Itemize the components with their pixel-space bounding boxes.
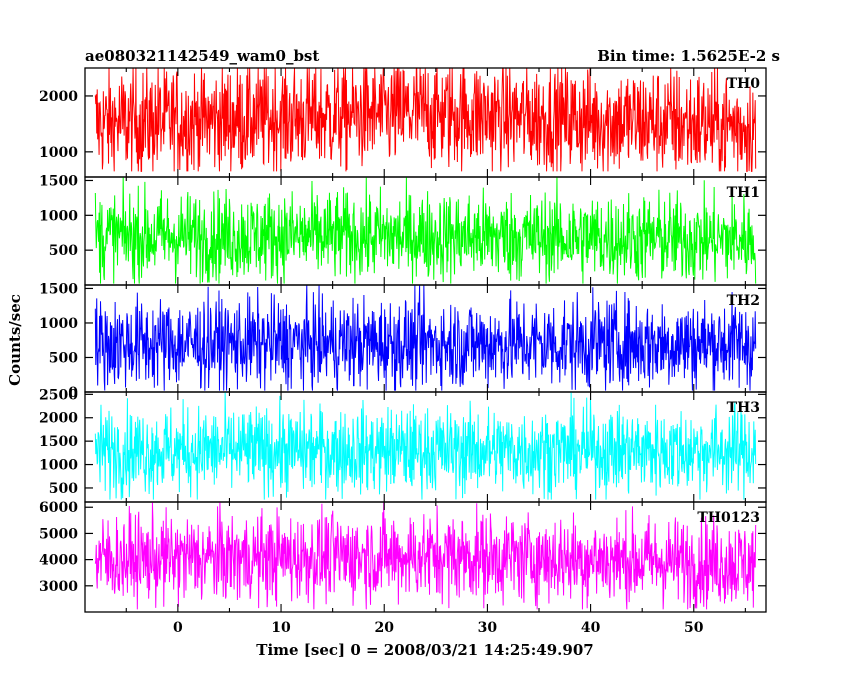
- x-tick-label: 40: [581, 620, 601, 636]
- panel-th0: 1000 2000 TH0: [39, 67, 767, 178]
- y-tick-label: 6000: [39, 500, 78, 516]
- y-tick-label: 2500: [39, 387, 78, 403]
- series-line-th0123: [94, 502, 757, 610]
- series-line-th3: [94, 392, 757, 500]
- chart-subtitle: Bin time: 1.5625E-2 s: [597, 47, 780, 65]
- panel-label: TH3: [727, 400, 760, 416]
- x-tick-label: 30: [478, 620, 498, 636]
- y-tick-label: 2000: [39, 411, 78, 427]
- x-tick-label: 50: [684, 620, 704, 636]
- panel-th3: 500 1000 1500 2000 2500 TH3: [39, 387, 767, 503]
- series-line-th1: [94, 177, 757, 284]
- y-tick-label: 2000: [39, 89, 78, 105]
- x-tick-label: 0: [173, 620, 183, 636]
- panel-label: TH0123: [697, 510, 760, 526]
- y-tick-label: 3000: [39, 579, 78, 595]
- chart-title: ae080321142549_wam0_bst: [85, 47, 319, 65]
- panel-label: TH2: [727, 293, 760, 309]
- y-tick-label: 1000: [39, 458, 78, 474]
- y-tick-label: 500: [49, 481, 78, 497]
- panels-group: 10002000TH050010001500TH1050010001500TH2…: [39, 67, 767, 636]
- y-tick-label: 1000: [39, 145, 78, 161]
- panel-label: TH0: [727, 76, 761, 92]
- y-tick-label: 1500: [39, 173, 78, 189]
- y-tick-label: 1500: [39, 281, 78, 297]
- series-line-th2: [94, 285, 757, 391]
- y-tick-label: 500: [49, 350, 78, 366]
- panel-th1: 500 1000 1500 TH1: [39, 173, 767, 286]
- series-line-th0: [94, 68, 757, 172]
- y-tick-label: 1000: [39, 316, 78, 332]
- panel-th2: 0 500 1000 1500 TH2: [39, 281, 767, 401]
- x-tick-label: 10: [271, 620, 291, 636]
- y-tick-label: 500: [49, 243, 78, 259]
- y-axis-label: Counts/sec: [6, 294, 24, 386]
- panel-th0123: 3000 4000 5000 6000 TH0123: [39, 500, 767, 613]
- panel-label: TH1: [727, 185, 760, 201]
- panel-frame: [84, 501, 767, 613]
- y-tick-label: 1000: [39, 208, 78, 224]
- y-tick-label: 5000: [39, 526, 78, 542]
- y-tick-label: 4000: [39, 553, 78, 569]
- y-tick-label: 0: [68, 385, 78, 401]
- x-tick-label: 20: [374, 620, 394, 636]
- x-axis-label: Time [sec] 0 = 2008/03/21 14:25:49.907: [256, 641, 593, 659]
- y-tick-label: 1500: [39, 434, 78, 450]
